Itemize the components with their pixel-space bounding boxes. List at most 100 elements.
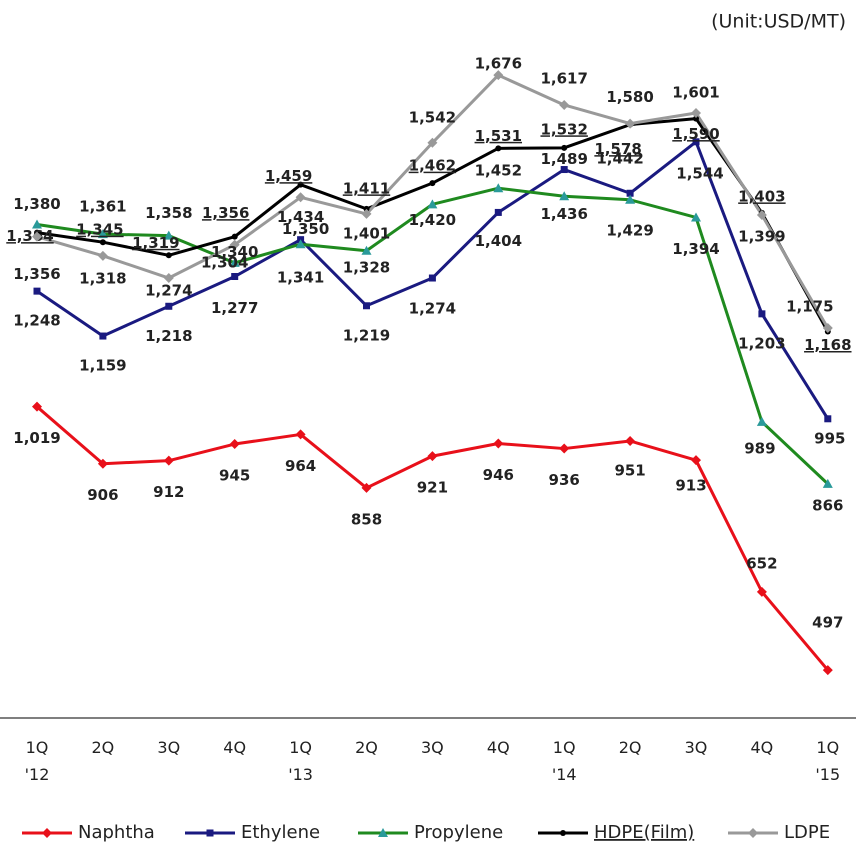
value-label: 1,380 — [13, 195, 60, 213]
value-label: 1,218 — [145, 327, 192, 345]
value-label: 1,404 — [475, 232, 522, 250]
value-label: 951 — [614, 461, 645, 479]
marker — [163, 230, 174, 240]
value-label: 1,399 — [738, 227, 785, 245]
marker — [97, 250, 108, 261]
marker — [625, 118, 636, 129]
value-label: 1,175 — [786, 297, 833, 315]
marker — [493, 70, 504, 81]
marker — [427, 451, 438, 462]
marker — [560, 830, 566, 836]
marker — [758, 310, 766, 318]
x-tick-label: 4Q — [487, 738, 510, 757]
value-label: 1,350 — [282, 220, 329, 238]
x-tick-label: 1Q '13 — [288, 738, 313, 784]
marker — [824, 415, 832, 423]
marker — [493, 183, 504, 193]
marker — [626, 189, 634, 197]
marker — [295, 192, 306, 203]
marker — [361, 245, 372, 255]
value-label: 1,340 — [211, 243, 258, 261]
value-label: 945 — [219, 467, 250, 485]
unit-label: (Unit:USD/MT) — [711, 11, 846, 33]
marker — [691, 108, 701, 119]
value-label: 1,274 — [145, 282, 192, 300]
value-label: 1,580 — [606, 88, 653, 106]
marker — [756, 586, 767, 597]
value-label: 1,328 — [343, 258, 390, 276]
value-label: 1,345 — [76, 221, 123, 239]
value-label: 1,219 — [343, 326, 390, 344]
marker — [361, 482, 372, 493]
marker — [295, 429, 306, 440]
legend-label: Propylene — [414, 822, 503, 843]
marker — [165, 252, 172, 259]
marker — [822, 478, 833, 488]
marker — [625, 194, 636, 204]
value-label: 1,318 — [79, 269, 126, 287]
value-label: 1,319 — [132, 234, 179, 252]
marker — [97, 229, 108, 239]
x-tick-label: 1Q '14 — [552, 738, 577, 784]
value-label: 1,420 — [409, 211, 456, 229]
value-label: 1,401 — [343, 224, 390, 242]
marker — [99, 332, 107, 340]
marker — [427, 137, 438, 148]
marker — [822, 322, 833, 333]
marker — [295, 239, 306, 249]
legend-label: Naphtha — [78, 822, 155, 843]
value-label: 1,403 — [738, 187, 785, 205]
value-label: 1,019 — [13, 429, 60, 447]
marker — [559, 191, 570, 201]
marker — [378, 828, 388, 837]
value-label: 652 — [746, 554, 777, 572]
value-label: 1,531 — [475, 127, 522, 145]
marker — [231, 233, 238, 240]
marker — [229, 239, 240, 250]
value-label: 1,676 — [475, 55, 522, 73]
marker — [231, 273, 239, 281]
x-tick-label: 4Q — [751, 738, 774, 757]
value-label: 1,532 — [540, 120, 587, 138]
x-tick-label: 3Q — [685, 738, 708, 757]
value-label: 1,434 — [277, 208, 324, 226]
value-label: 1,358 — [145, 204, 192, 222]
marker — [165, 302, 173, 310]
marker — [560, 166, 568, 174]
x-tick-label: 4Q — [223, 738, 246, 757]
series-line — [36, 405, 829, 672]
value-label: 866 — [812, 496, 843, 514]
value-label: 913 — [675, 477, 706, 495]
x-tick-label: 2Q — [92, 738, 115, 757]
value-label: 1,168 — [804, 336, 851, 354]
marker — [692, 138, 700, 146]
value-label: 1,489 — [540, 150, 587, 168]
value-label: 1,203 — [738, 334, 785, 352]
marker — [32, 219, 42, 229]
value-label: 1,277 — [211, 299, 258, 317]
value-label: 995 — [814, 429, 845, 447]
value-label: 906 — [87, 486, 118, 504]
marker — [32, 401, 42, 412]
marker — [229, 257, 240, 267]
x-tick-label: 1Q '15 — [815, 738, 840, 784]
marker — [693, 115, 699, 122]
marker — [748, 828, 758, 838]
value-label: 497 — [812, 614, 843, 632]
x-tick-label: 2Q — [355, 738, 378, 757]
x-tick-label: 2Q — [619, 738, 642, 757]
marker — [42, 828, 52, 838]
value-label: 936 — [549, 471, 580, 489]
marker — [363, 302, 370, 310]
marker — [363, 205, 370, 212]
value-label: 1,429 — [606, 221, 653, 239]
x-tick-label: 3Q — [157, 738, 180, 757]
marker — [494, 208, 502, 216]
value-label: 1,364 — [6, 227, 53, 245]
value-label: 1,394 — [672, 240, 719, 258]
value-label: 912 — [153, 483, 184, 501]
marker — [297, 181, 304, 188]
marker — [561, 144, 568, 151]
value-label: 1,159 — [79, 357, 126, 375]
marker — [361, 208, 372, 219]
